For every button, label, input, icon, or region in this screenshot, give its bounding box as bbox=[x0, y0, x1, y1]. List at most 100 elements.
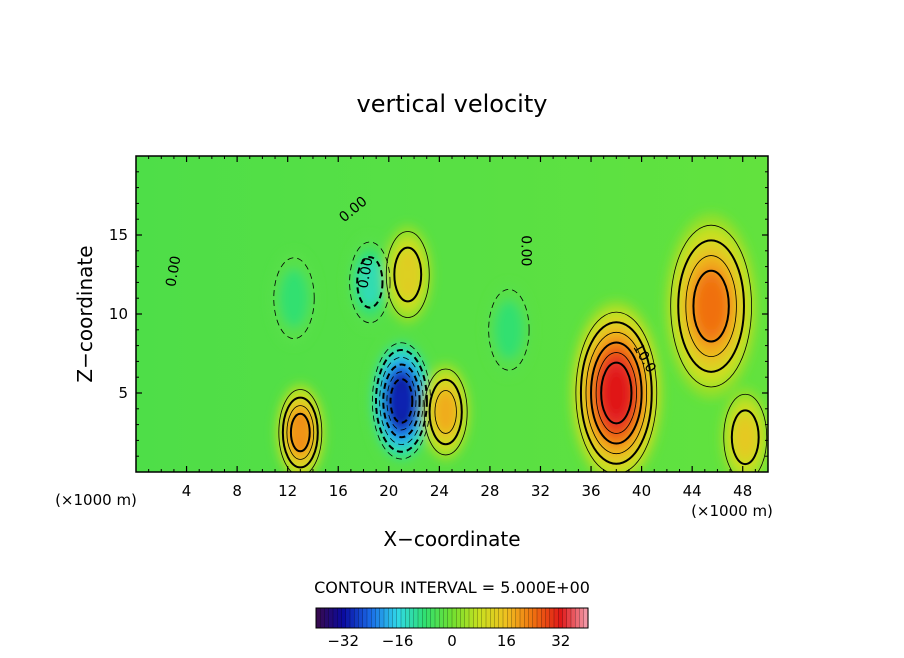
chart-title: vertical velocity bbox=[357, 90, 548, 118]
contour-line bbox=[278, 389, 323, 472]
contour-line bbox=[281, 396, 319, 469]
contour-line bbox=[389, 378, 414, 424]
x-axis-label: X−coordinate bbox=[383, 527, 520, 551]
colorbar-cell bbox=[452, 608, 457, 628]
x-tick-label: 12 bbox=[278, 482, 297, 500]
x-tick-label: 16 bbox=[329, 482, 348, 500]
colorbar-cell bbox=[430, 608, 436, 628]
colorbar-cell bbox=[345, 608, 351, 628]
colorbar-cell bbox=[528, 608, 534, 628]
colorbar-cell bbox=[388, 608, 394, 628]
colorbar-cell bbox=[401, 608, 406, 628]
colorbar-cell bbox=[507, 608, 513, 628]
colorbar-cell bbox=[524, 608, 530, 628]
colorbar-cell bbox=[350, 608, 355, 628]
colorbar-cell bbox=[515, 608, 521, 628]
contour-line bbox=[375, 349, 428, 453]
colorbar-cell bbox=[558, 608, 564, 628]
colorbar-cell bbox=[575, 608, 581, 628]
colorbar-cell bbox=[371, 608, 377, 628]
colorbar-cell bbox=[494, 608, 500, 628]
colorbar-cell bbox=[392, 608, 398, 628]
colorbar-cell bbox=[409, 608, 415, 628]
colorbar-cell bbox=[384, 608, 389, 628]
extremum-core bbox=[738, 424, 752, 451]
x-tick-label: 32 bbox=[531, 482, 550, 500]
contour-line bbox=[379, 356, 424, 445]
y-axis-label: Z−coordinate bbox=[73, 245, 97, 382]
contour-line bbox=[723, 393, 768, 472]
colorbar-cell bbox=[571, 608, 576, 628]
x-tick-label: 8 bbox=[232, 482, 242, 500]
contour-label: 0.00 bbox=[355, 256, 376, 289]
contour-line bbox=[423, 368, 468, 456]
contour-line bbox=[692, 269, 730, 343]
colorbar-cell bbox=[316, 608, 321, 628]
contour-line bbox=[590, 341, 643, 445]
colorbar-tick-label: 0 bbox=[447, 632, 457, 650]
colorbar-cell bbox=[460, 608, 466, 628]
colorbar-cell bbox=[422, 608, 428, 628]
extremum-core bbox=[439, 399, 453, 425]
colorbar-cell bbox=[379, 608, 385, 628]
extremum-core bbox=[287, 286, 301, 311]
extremum-core bbox=[604, 368, 629, 418]
extremum-core bbox=[392, 383, 411, 419]
y-tick-label: 10 bbox=[109, 305, 128, 323]
colorbar-cell bbox=[426, 608, 432, 628]
extremum-core bbox=[363, 270, 376, 295]
contour-label: 0.00 bbox=[163, 255, 184, 288]
colorbar: −32 −16 0 16 32 bbox=[315, 607, 589, 650]
colorbar-cell bbox=[396, 608, 402, 628]
colorbar-cell bbox=[328, 608, 334, 628]
colorbar-cell bbox=[320, 608, 326, 628]
contour-line bbox=[730, 409, 760, 466]
x-tick-label: 28 bbox=[480, 482, 499, 500]
colorbar-cell bbox=[367, 608, 372, 628]
colorbar-cell bbox=[358, 608, 364, 628]
colorbar-cell bbox=[405, 608, 411, 628]
colorbar-tick-label: −16 bbox=[382, 632, 414, 650]
contour-line bbox=[488, 288, 530, 371]
contour-line bbox=[393, 246, 423, 303]
colorbar-cell bbox=[324, 608, 330, 628]
colorbar-cell bbox=[532, 608, 538, 628]
colorbar-cell bbox=[490, 608, 496, 628]
colorbar-tick-label: 32 bbox=[551, 632, 570, 650]
contour-line bbox=[579, 321, 653, 465]
x-tick-label: 44 bbox=[683, 482, 702, 500]
x-tick-label: 48 bbox=[733, 482, 752, 500]
colorbar-frame bbox=[315, 607, 589, 629]
colorbar-cell bbox=[554, 608, 559, 628]
x-axis-unit: (×1000 m) bbox=[691, 502, 773, 520]
extremum-core bbox=[698, 281, 724, 331]
colorbar-cell bbox=[503, 608, 508, 628]
colorbar-cell bbox=[439, 608, 445, 628]
colorbar-cell bbox=[545, 608, 551, 628]
contour-line bbox=[670, 224, 752, 388]
colorbar-cell bbox=[520, 608, 525, 628]
colorbar-cell bbox=[456, 608, 462, 628]
contour-line bbox=[385, 231, 430, 318]
contour-line bbox=[685, 255, 737, 358]
x-tick-label: 36 bbox=[581, 482, 600, 500]
contour-line bbox=[356, 256, 384, 309]
colorbar-cell bbox=[341, 608, 347, 628]
contour-line bbox=[286, 405, 315, 460]
contour-line bbox=[386, 371, 417, 431]
colorbar-cell bbox=[375, 608, 381, 628]
contour-line bbox=[273, 257, 315, 340]
colorbar-cell bbox=[562, 608, 568, 628]
colorbar-cell bbox=[579, 608, 585, 628]
extremum-core bbox=[293, 419, 307, 446]
colorbar-cell bbox=[537, 608, 542, 628]
x-tick-label: 4 bbox=[182, 482, 192, 500]
colorbar-cell bbox=[443, 608, 449, 628]
colorbar-cell bbox=[337, 608, 343, 628]
contour-interval-text: CONTOUR INTERVAL = 5.000E+00 bbox=[314, 578, 590, 597]
x-tick-label: 40 bbox=[632, 482, 651, 500]
